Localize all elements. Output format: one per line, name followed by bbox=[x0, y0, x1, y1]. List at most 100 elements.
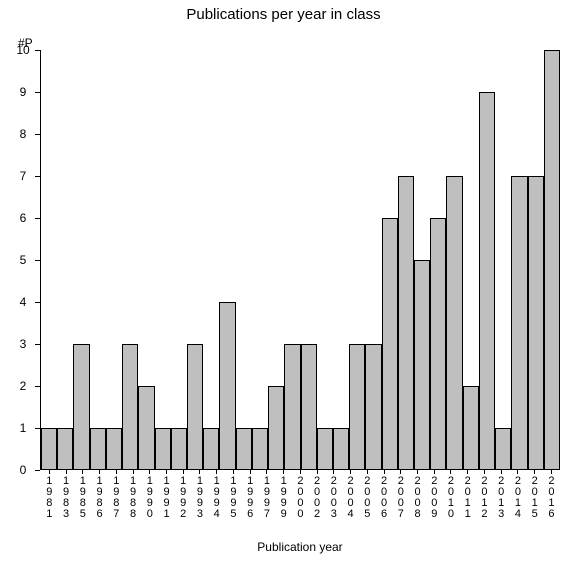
bar bbox=[495, 428, 511, 470]
y-tick-mark bbox=[35, 428, 40, 429]
y-tick-mark bbox=[35, 218, 40, 219]
x-tick-label: 2011 bbox=[464, 476, 472, 520]
x-tick-label: 2009 bbox=[430, 476, 438, 520]
x-tick-slot: 2003 bbox=[325, 470, 342, 520]
bar bbox=[73, 344, 89, 470]
x-tick-slot: 2007 bbox=[392, 470, 409, 520]
bar-slot bbox=[90, 50, 106, 470]
bar bbox=[528, 176, 544, 470]
bar-slot bbox=[122, 50, 138, 470]
bar bbox=[479, 92, 495, 470]
x-tick-mark bbox=[551, 470, 552, 474]
x-tick-label: 2015 bbox=[531, 476, 539, 520]
x-tick-label: 1985 bbox=[79, 476, 87, 520]
bar-slot bbox=[171, 50, 187, 470]
x-tick-mark bbox=[384, 470, 385, 474]
x-tick-mark bbox=[467, 470, 468, 474]
y-tick-mark bbox=[35, 470, 40, 471]
x-tick-mark bbox=[166, 470, 167, 474]
x-tick-mark bbox=[66, 470, 67, 474]
x-axis-title: Publication year bbox=[40, 540, 560, 554]
y-tick-label: 4 bbox=[14, 295, 32, 309]
bar bbox=[155, 428, 171, 470]
x-tick-label: 2013 bbox=[497, 476, 505, 520]
bar-slot bbox=[479, 50, 495, 470]
x-tick-slot: 2004 bbox=[342, 470, 359, 520]
x-tick-slot: 2011 bbox=[459, 470, 476, 520]
x-tick-mark bbox=[434, 470, 435, 474]
bar-slot bbox=[73, 50, 89, 470]
x-tick-slot: 2000 bbox=[292, 470, 309, 520]
x-tick-slot: 2013 bbox=[493, 470, 510, 520]
x-tick-label: 2002 bbox=[313, 476, 321, 520]
bar-slot bbox=[252, 50, 268, 470]
y-tick-label: 2 bbox=[14, 379, 32, 393]
bar bbox=[284, 344, 300, 470]
x-tick-mark bbox=[350, 470, 351, 474]
x-tick-mark bbox=[450, 470, 451, 474]
x-tick-label: 2000 bbox=[296, 476, 304, 520]
bar-slot bbox=[446, 50, 462, 470]
x-tick-mark bbox=[417, 470, 418, 474]
bar-slot bbox=[219, 50, 235, 470]
x-tick-mark bbox=[133, 470, 134, 474]
x-tick-mark bbox=[183, 470, 184, 474]
bar-slot bbox=[349, 50, 365, 470]
bar bbox=[268, 386, 284, 470]
x-tick-slot: 1999 bbox=[275, 470, 292, 520]
y-tick-label: 0 bbox=[14, 463, 32, 477]
x-tick-slot: 2012 bbox=[476, 470, 493, 520]
x-tick-mark bbox=[367, 470, 368, 474]
x-tick-label: 1988 bbox=[129, 476, 137, 520]
x-tick-slot: 2010 bbox=[443, 470, 460, 520]
x-tick-label: 1986 bbox=[96, 476, 104, 520]
bar bbox=[219, 302, 235, 470]
bar-slot bbox=[398, 50, 414, 470]
x-tick-label: 1994 bbox=[213, 476, 221, 520]
bar bbox=[301, 344, 317, 470]
x-tick-label: 2012 bbox=[480, 476, 488, 520]
x-tick-label: 2003 bbox=[330, 476, 338, 520]
y-tick-mark bbox=[35, 176, 40, 177]
y-tick-mark bbox=[35, 134, 40, 135]
x-tick-mark bbox=[300, 470, 301, 474]
x-tick-label: 1996 bbox=[246, 476, 254, 520]
bars-area bbox=[41, 50, 560, 470]
x-tick-mark bbox=[266, 470, 267, 474]
y-tick-mark bbox=[35, 344, 40, 345]
bar-slot bbox=[187, 50, 203, 470]
x-tick-label: 1997 bbox=[263, 476, 271, 520]
bar bbox=[511, 176, 527, 470]
x-tick-slot: 1987 bbox=[108, 470, 125, 520]
y-tick-mark bbox=[35, 92, 40, 93]
bar bbox=[122, 344, 138, 470]
y-tick-label: 5 bbox=[14, 253, 32, 267]
x-tick-label: 2007 bbox=[397, 476, 405, 520]
x-tick-label: 1981 bbox=[45, 476, 53, 520]
y-tick-label: 1 bbox=[14, 421, 32, 435]
x-tick-mark bbox=[216, 470, 217, 474]
x-tick-mark bbox=[233, 470, 234, 474]
bar bbox=[463, 386, 479, 470]
x-tick-label: 1983 bbox=[62, 476, 70, 520]
bar bbox=[430, 218, 446, 470]
x-tick-slot: 1996 bbox=[242, 470, 259, 520]
bar-slot bbox=[236, 50, 252, 470]
x-tick-mark bbox=[250, 470, 251, 474]
x-tick-slot: 1995 bbox=[225, 470, 242, 520]
x-tick-mark bbox=[82, 470, 83, 474]
x-tick-mark bbox=[400, 470, 401, 474]
x-tick-slot: 1986 bbox=[91, 470, 108, 520]
x-tick-slot: 1981 bbox=[41, 470, 58, 520]
x-tick-mark bbox=[333, 470, 334, 474]
publications-chart: Publications per year in class #P 012345… bbox=[0, 0, 567, 567]
bar bbox=[398, 176, 414, 470]
x-tick-slot: 1983 bbox=[58, 470, 75, 520]
x-ticks: 1981198319851986198719881990199119921993… bbox=[41, 470, 560, 520]
x-tick-mark bbox=[517, 470, 518, 474]
bar bbox=[106, 428, 122, 470]
x-tick-slot: 1991 bbox=[158, 470, 175, 520]
bar bbox=[171, 428, 187, 470]
x-tick-label: 1991 bbox=[163, 476, 171, 520]
x-tick-slot: 2014 bbox=[510, 470, 527, 520]
